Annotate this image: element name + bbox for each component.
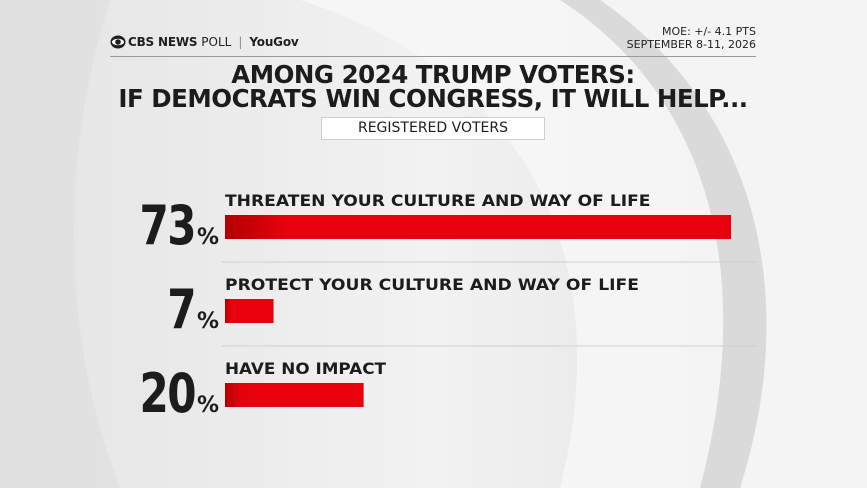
brand-cbs-news: CBS NEWS: [128, 35, 198, 49]
chart-subtitle: REGISTERED VOTERS: [321, 117, 545, 140]
poll-meta: MOE: +/- 4.1 PTS SEPTEMBER 8-11, 2026: [627, 25, 756, 51]
brand-poll: POLL: [201, 35, 232, 49]
poll-dates: SEPTEMBER 8-11, 2026: [626, 38, 756, 51]
value-label: 73: [140, 195, 195, 257]
cbs-eye-icon: [110, 35, 126, 49]
brand-separator: |: [238, 35, 243, 49]
bar-row: 73 % THREATEN YOUR CULTURE AND WAY OF LIFE: [140, 191, 731, 257]
value-label: 7: [167, 279, 195, 341]
brand-lockup: CBS NEWS POLL | YouGov: [110, 34, 299, 50]
percent-sign: %: [197, 309, 219, 334]
header-divider: [110, 56, 756, 57]
bar: [225, 383, 364, 407]
category-label: PROTECT YOUR CULTURE AND WAY OF LIFE: [225, 275, 639, 294]
percent-sign: %: [197, 393, 219, 418]
bar: [225, 299, 274, 323]
margin-of-error: MOE: +/- 4.1 PTS: [661, 25, 756, 38]
chart-title-line-2: IF DEMOCRATS WIN CONGRESS, IT WILL HELP.…: [118, 84, 748, 113]
chart-title-line-1: AMONG 2024 TRUMP VOTERS:: [231, 60, 635, 89]
category-label: HAVE NO IMPACT: [225, 359, 386, 378]
brand-yougov: YouGov: [249, 35, 299, 49]
bar: [225, 215, 731, 239]
chart-title: AMONG 2024 TRUMP VOTERS: IF DEMOCRATS WI…: [110, 60, 756, 113]
value-label: 20: [140, 363, 196, 425]
bar-row: 7 % PROTECT YOUR CULTURE AND WAY OF LIFE: [167, 275, 639, 341]
category-label: THREATEN YOUR CULTURE AND WAY OF LIFE: [225, 191, 651, 210]
bar-row: 20 % HAVE NO IMPACT: [140, 359, 387, 425]
percent-sign: %: [197, 225, 219, 250]
